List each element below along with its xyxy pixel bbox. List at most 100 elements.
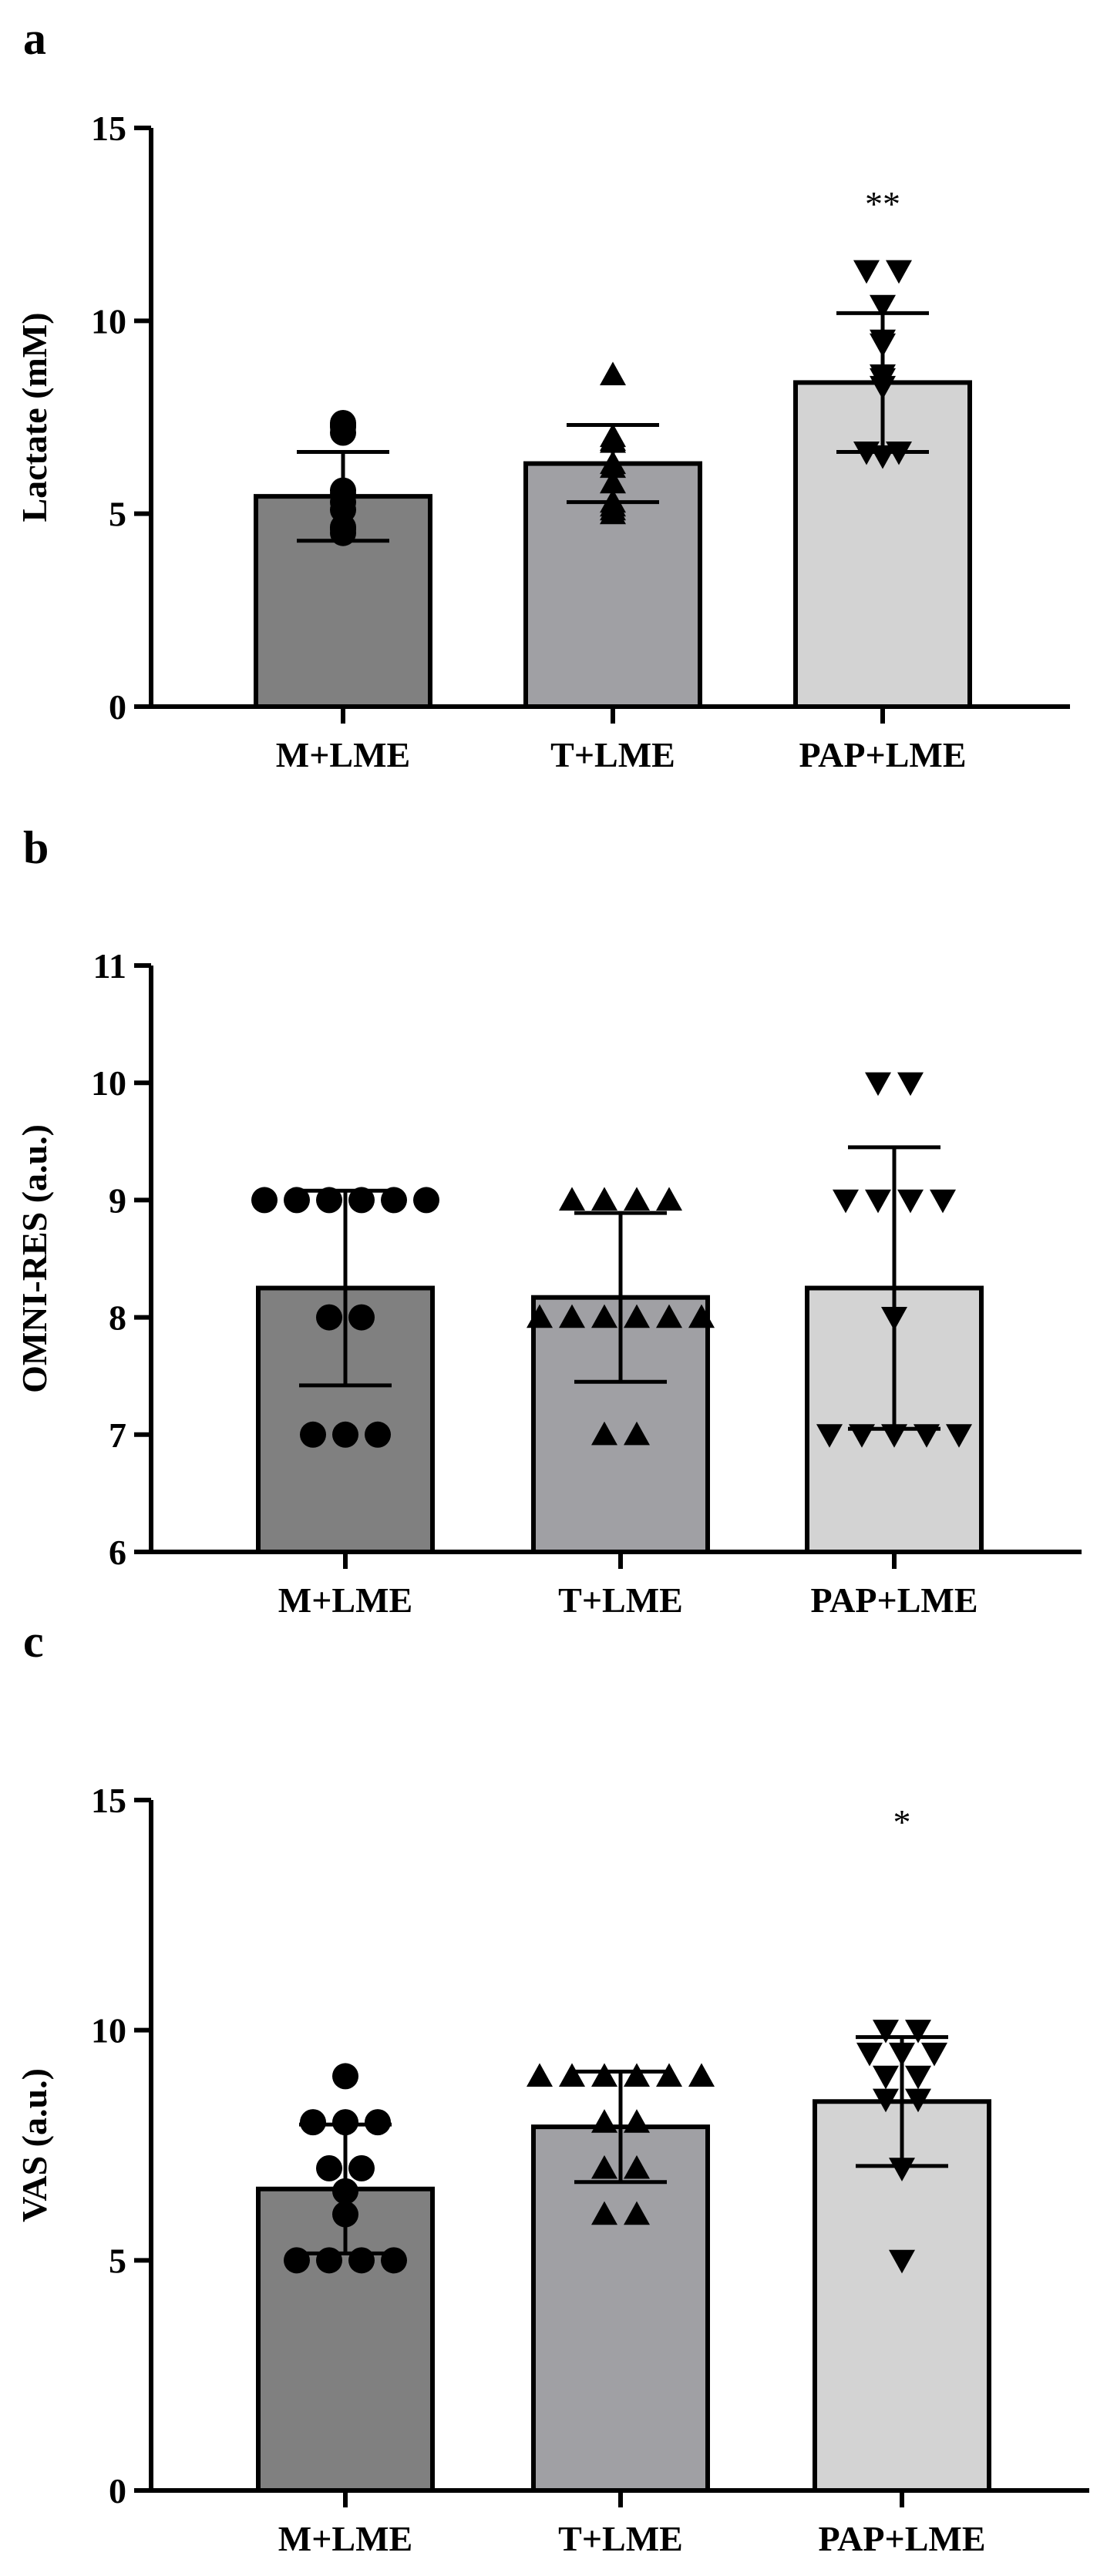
data-point: [591, 1304, 617, 1328]
y-axis-title: Lactate (mM): [15, 312, 54, 522]
panel-letter: b: [23, 822, 49, 873]
data-point: [849, 1424, 875, 1448]
data-point: [656, 1304, 682, 1328]
panel-a-lactate-chart: a Lactate (mM) 0 5 10 15 M+LME T+LME PAP+LME **: [15, 13, 1070, 774]
data-point: [559, 1304, 585, 1328]
data-point: [348, 2155, 375, 2181]
y-tick-label: 5: [109, 495, 126, 534]
data-point: [559, 1187, 585, 1211]
data-point: [688, 1304, 715, 1328]
x-tick-label: T+LME: [558, 1580, 683, 1620]
data-point: [348, 1187, 375, 1214]
data-point: [856, 2042, 883, 2067]
x-tick-label: PAP+LME: [811, 1580, 978, 1620]
y-tick-label: 15: [91, 109, 126, 148]
data-point: [656, 1187, 682, 1211]
panel-letter: c: [23, 1616, 44, 1667]
x-tick-label: M+LME: [276, 735, 410, 774]
data-point: [284, 2247, 310, 2274]
data-point: [316, 2247, 342, 2274]
data-point: [889, 2158, 915, 2181]
data-point: [624, 2109, 650, 2133]
data-point: [591, 2109, 617, 2133]
y-tick-label: 8: [109, 1298, 126, 1338]
y-tick-label: 10: [91, 2011, 126, 2050]
y-tick-label: 7: [109, 1416, 126, 1455]
data-point: [881, 1424, 907, 1448]
data-point: [870, 375, 896, 400]
data-point: [873, 2088, 899, 2113]
data-point: [816, 1424, 843, 1448]
data-point: [889, 2042, 915, 2067]
y-axis-title: OMNI-RES (a.u.): [15, 1124, 54, 1393]
data-point: [624, 2155, 650, 2179]
data-point: [886, 260, 912, 284]
x-tick-label: T+LME: [558, 2519, 683, 2558]
data-point: [600, 500, 626, 525]
x-tick-label: PAP+LME: [799, 735, 967, 774]
y-axis-title: VAS (a.u.): [15, 2068, 54, 2222]
y-tick-label: 15: [91, 1781, 126, 1820]
data-point: [332, 2109, 358, 2136]
x-tick-label: M+LME: [278, 1580, 412, 1620]
x-tick-label: M+LME: [278, 2519, 412, 2558]
y-tick-label: 11: [93, 946, 126, 986]
data-point: [873, 2020, 899, 2044]
data-point: [889, 2249, 915, 2274]
data-point: [591, 2063, 617, 2087]
data-point: [870, 294, 896, 319]
y-tick-label: 0: [109, 2471, 126, 2511]
significance-label: *: [893, 1802, 911, 1842]
data-point: [905, 2020, 931, 2044]
data-point: [833, 1189, 859, 1214]
data-point: [332, 2201, 358, 2228]
panel-c-vas-chart: c VAS (a.u.) 0 5 10 15 M+LME T+LME PAP+LME *: [15, 1616, 1089, 2558]
data-point: [897, 1072, 924, 1097]
data-point: [365, 2109, 391, 2136]
data-point: [591, 1187, 617, 1211]
y-tick-label: 10: [91, 301, 126, 341]
data-point: [624, 1187, 650, 1211]
data-point: [624, 2063, 650, 2087]
data-point: [559, 2063, 585, 2087]
data-point: [365, 1421, 391, 1448]
data-point: [330, 419, 356, 446]
data-point: [624, 1304, 650, 1328]
data-point: [600, 429, 626, 453]
data-point: [348, 1304, 375, 1331]
data-point: [624, 1421, 650, 1446]
data-point: [905, 2088, 931, 2113]
data-point: [300, 1421, 326, 1448]
data-point: [330, 519, 356, 546]
data-point: [624, 2201, 650, 2225]
data-point: [348, 2247, 375, 2274]
panel-b-omni-res-chart: b OMNI-RES (a.u.) 6 7 8 9 10 11 M+LME T+LME PAP+LM…: [15, 822, 1082, 1620]
y-tick-label: 9: [109, 1181, 126, 1220]
data-point: [930, 1189, 956, 1214]
data-point: [881, 1307, 907, 1331]
x-tick-label: PAP+LME: [819, 2519, 986, 2558]
data-point: [316, 1304, 342, 1331]
data-point: [897, 1189, 924, 1214]
y-tick-label: 0: [109, 687, 126, 727]
data-point: [921, 2042, 947, 2067]
data-point: [870, 445, 896, 469]
data-point: [591, 1421, 617, 1446]
data-point: [284, 1187, 310, 1214]
data-point: [600, 361, 626, 386]
data-point: [914, 1424, 940, 1448]
data-point: [870, 333, 896, 358]
data-point: [865, 1072, 891, 1097]
data-point: [316, 1187, 342, 1214]
data-point: [332, 2178, 358, 2205]
y-tick-label: 5: [109, 2241, 126, 2280]
x-tick-label: T+LME: [550, 735, 675, 774]
data-point: [591, 2201, 617, 2225]
data-point: [865, 1189, 891, 1214]
panel-letter: a: [23, 13, 46, 64]
data-point: [316, 2155, 342, 2181]
data-point: [332, 1421, 358, 1448]
data-point: [332, 2063, 358, 2090]
data-point: [905, 2065, 931, 2090]
